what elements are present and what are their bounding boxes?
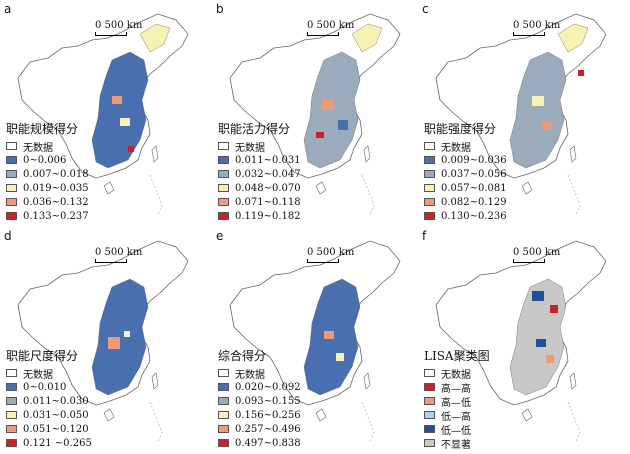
legend-item-3: 低—高 <box>424 408 490 423</box>
legend-item-3: 0.019~0.035 <box>6 181 89 195</box>
legend-item-2: 0.011~0.030 <box>6 394 92 408</box>
legend-item-3: 0.156~0.256 <box>218 408 301 422</box>
legend-item-1: 0.011~0.031 <box>218 153 301 167</box>
legend: 职能活力得分 无数据 0.011~0.031 0.032~0.047 0.048… <box>218 120 301 223</box>
map-panel-a: a 0 500 km 职能规模得分 无数据 0~0.006 0.007~0.01… <box>0 0 200 223</box>
legend-item-3: 0.057~0.081 <box>424 181 507 195</box>
legend-item-4: 0.257~0.496 <box>218 422 301 436</box>
legend-item-4: 0.036~0.132 <box>6 195 89 209</box>
legend-item-2: 0.037~0.056 <box>424 167 507 181</box>
scale-bar: 0 500 km <box>95 20 142 36</box>
legend-item-5: 0.497~0.838 <box>218 436 301 450</box>
legend-item-4: 0.071~0.118 <box>218 195 301 209</box>
legend-item-0: 无数据 <box>218 366 301 381</box>
legend-title: 职能活力得分 <box>218 122 291 136</box>
legend-item-4: 0.051~0.120 <box>6 422 92 436</box>
legend-title: 综合得分 <box>218 349 267 363</box>
legend-item-5: 0.121 ~0.265 <box>6 436 92 450</box>
map-panel-d: d 0 500 km 职能尺度得分 无数据 0~0.010 0.011~0.03… <box>0 227 200 450</box>
legend-item-3: 0.048~0.070 <box>218 181 301 195</box>
legend-item-5: 0.130~0.236 <box>424 209 507 223</box>
scale-bar: 0 500 km <box>95 247 142 263</box>
panel-label: e <box>216 229 224 243</box>
legend-title: 职能尺度得分 <box>6 349 79 363</box>
legend: 职能尺度得分 无数据 0~0.010 0.011~0.030 0.031~0.0… <box>6 347 92 450</box>
legend-item-4: 0.082~0.129 <box>424 195 507 209</box>
legend-item-1: 0.009~0.036 <box>424 153 507 167</box>
legend-item-0: 无数据 <box>424 366 490 381</box>
legend-item-2: 0.093~0.155 <box>218 394 301 408</box>
scale-bar: 0 500 km <box>307 247 354 263</box>
legend-item-3: 0.031~0.050 <box>6 408 92 422</box>
panel-label: d <box>4 229 12 243</box>
legend-item-0: 无数据 <box>6 139 89 154</box>
legend-item-4: 低—低 <box>424 422 490 437</box>
panel-label: f <box>422 229 427 243</box>
scale-bar: 0 500 km <box>307 20 354 36</box>
legend-title: 职能规模得分 <box>6 122 79 136</box>
legend: 职能规模得分 无数据 0~0.006 0.007~0.018 0.019~0.0… <box>6 120 89 223</box>
legend-item-2: 高—低 <box>424 394 490 409</box>
legend-item-0: 无数据 <box>6 366 92 381</box>
panel-label: c <box>422 2 429 16</box>
map-panel-f: f 0 500 km LISA聚类图 无数据 高—高 高—低 低—高 低—低 不… <box>418 227 618 451</box>
legend: LISA聚类图 无数据 高—高 高—低 低—高 低—低 不显著 <box>424 347 490 451</box>
legend-item-1: 0~0.006 <box>6 153 89 167</box>
legend-item-1: 高—高 <box>424 380 490 395</box>
legend: 职能强度得分 无数据 0.009~0.036 0.037~0.056 0.057… <box>424 120 507 223</box>
legend-item-1: 0~0.010 <box>6 380 92 394</box>
legend-item-0: 无数据 <box>424 139 507 154</box>
legend-title: LISA聚类图 <box>424 349 490 363</box>
legend-item-5: 不显著 <box>424 436 490 451</box>
map-panel-c: c 0 500 km 职能强度得分 无数据 0.009~0.036 0.037~… <box>418 0 618 223</box>
legend: 综合得分 无数据 0.020~0.092 0.093~0.155 0.156~0… <box>218 347 301 450</box>
legend-item-5: 0.133~0.237 <box>6 209 89 223</box>
panel-label: b <box>216 2 224 16</box>
legend-title: 职能强度得分 <box>424 122 497 136</box>
panel-label: a <box>4 2 12 16</box>
legend-item-1: 0.020~0.092 <box>218 380 301 394</box>
legend-item-5: 0.119~0.182 <box>218 209 301 223</box>
legend-item-2: 0.007~0.018 <box>6 167 89 181</box>
map-panel-b: b 0 500 km 职能活力得分 无数据 0.011~0.031 0.032~… <box>212 0 412 223</box>
map-panel-e: e 0 500 km 综合得分 无数据 0.020~0.092 0.093~0.… <box>212 227 412 450</box>
legend-item-0: 无数据 <box>218 139 301 154</box>
scale-bar: 0 500 km <box>513 247 560 263</box>
legend-item-2: 0.032~0.047 <box>218 167 301 181</box>
scale-bar: 0 500 km <box>513 20 560 36</box>
